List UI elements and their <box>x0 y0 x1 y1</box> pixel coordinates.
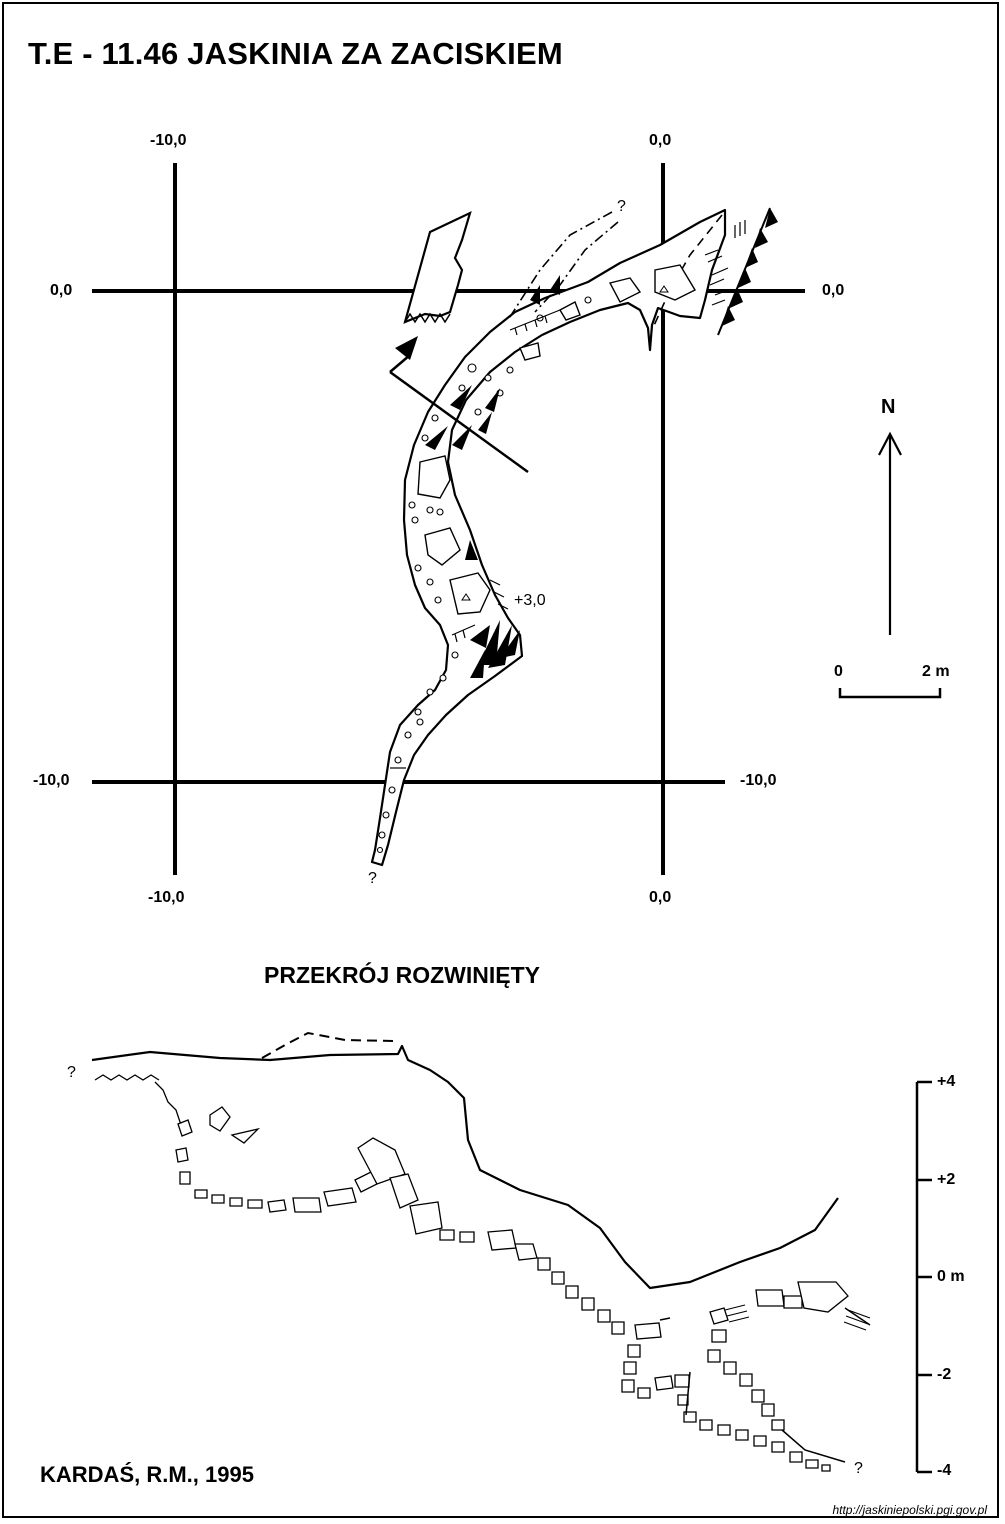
section-floor-boulders <box>94 1074 831 1472</box>
grid-label-right-bottom: -10,0 <box>740 772 777 789</box>
vertical-scale-label-plus4: +4 <box>937 1073 956 1090</box>
scale-bar <box>838 688 942 699</box>
plan-unknown-mark-top: ? <box>617 198 626 215</box>
section-line <box>389 354 529 474</box>
grid-label-left-top: 0,0 <box>50 282 73 299</box>
ledge-ticks <box>390 309 561 769</box>
section-arrow-head <box>395 336 418 360</box>
survey-stations <box>461 285 669 601</box>
plan-elevation-mark: +3,0 <box>514 592 546 609</box>
grid-label-bottom-right: 0,0 <box>649 889 672 906</box>
vertical-scale-label-plus2: +2 <box>937 1171 956 1188</box>
author-credit: KARDAŚ, R.M., 1995 <box>40 1462 254 1487</box>
slope-triangles <box>425 275 560 678</box>
rock-wall-line <box>717 207 771 336</box>
upper-passage-dashdot <box>507 211 619 321</box>
grid-label-right-top: 0,0 <box>822 282 845 299</box>
rock-wall-symbol <box>722 208 778 326</box>
section-title: PRZEKRÓJ ROZWINIĘTY <box>264 962 541 988</box>
side-chamber-teeth <box>404 312 451 324</box>
sheet-title: T.E - 11.46 JASKINIA ZA ZACISKIEM <box>28 36 563 71</box>
side-chamber-outline <box>403 210 472 324</box>
pebbles <box>376 296 592 854</box>
boulders <box>417 264 696 615</box>
grid-label-bottom-left: -10,0 <box>148 889 185 906</box>
scale-label-zero: 0 <box>834 663 843 680</box>
section-hatch <box>724 1304 871 1331</box>
section-lower-branch <box>707 1281 849 1431</box>
vertical-scale-label-minus4: -4 <box>937 1462 952 1479</box>
grid-label-top-left: -10,0 <box>150 132 187 149</box>
scale-label-end: 2 m <box>922 663 950 680</box>
north-label: N <box>881 396 896 418</box>
upper-passage-dashed <box>651 214 723 331</box>
grid-label-left-bottom: -10,0 <box>33 772 70 789</box>
section-unknown-mark-left: ? <box>67 1064 76 1081</box>
grid-label-top-right: 0,0 <box>649 132 672 149</box>
section-ceiling <box>91 1044 839 1290</box>
vertical-scale-label-minus2: -2 <box>937 1366 952 1383</box>
north-arrow <box>878 431 902 635</box>
plan-unknown-mark-bottom: ? <box>368 870 377 887</box>
hatched-ground <box>704 220 746 306</box>
section-ceiling-dashed <box>261 1031 396 1059</box>
vertical-scale-label-zero: 0 m <box>937 1268 965 1285</box>
cave-plan-outline <box>370 208 727 867</box>
source-url[interactable]: http://jaskiniepolski.pgi.gov.pl <box>832 1503 987 1517</box>
section-unknown-mark-right: ? <box>854 1460 863 1477</box>
vertical-scale-bar <box>915 1080 932 1474</box>
